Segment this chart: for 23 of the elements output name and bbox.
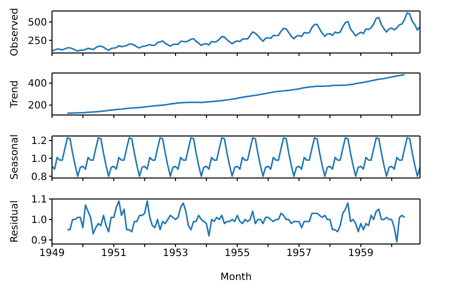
y-tick-label: 200: [28, 100, 47, 112]
y-tick-label: 250: [28, 36, 47, 47]
x-tick-label: 1949: [39, 248, 65, 260]
line-series: [66, 200, 406, 243]
y-axis-title: Residual: [10, 200, 21, 243]
x-tick-label: 1955: [224, 248, 250, 260]
y-tick-label: 1.2: [31, 136, 47, 148]
y-axis-title: Trend: [10, 80, 21, 109]
y-tick-label: 500: [28, 17, 47, 28]
y-axis-title: Seasonal: [10, 134, 21, 180]
x-axis-title: Month: [220, 272, 252, 283]
y-tick-label: 1.1: [31, 194, 47, 206]
y-tick-label: 0.8: [31, 172, 47, 183]
x-tick-label: 1957: [286, 248, 312, 260]
y-tick-label: 400: [28, 78, 47, 90]
y-tick-label: 1.0: [31, 154, 47, 165]
x-tick-label: 1953: [162, 248, 188, 260]
y-tick-label: 1.0: [31, 215, 47, 226]
y-tick-label: 0.9: [31, 235, 47, 246]
line-series: [66, 74, 406, 114]
x-tick-label: 1951: [101, 248, 126, 260]
x-tick-label: 1959: [348, 248, 374, 260]
y-axis-title: Observed: [10, 8, 21, 56]
